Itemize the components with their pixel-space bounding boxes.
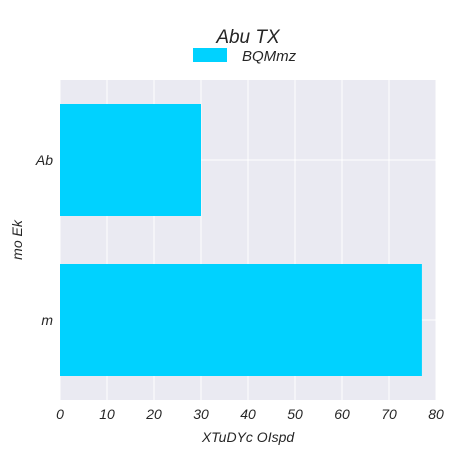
bar-Ab bbox=[60, 104, 201, 216]
legend: BQMmz bbox=[193, 48, 297, 65]
x-tick-label: 10 bbox=[99, 406, 115, 422]
legend-swatch bbox=[193, 48, 227, 62]
y-tick-label: Ab bbox=[35, 152, 53, 168]
x-tick-label: 70 bbox=[381, 406, 397, 422]
x-tick-label: 30 bbox=[193, 406, 209, 422]
x-tick-label: 20 bbox=[145, 406, 162, 422]
x-tick-label: 80 bbox=[428, 406, 444, 422]
y-tick-labels: Ab m bbox=[35, 152, 53, 328]
x-tick-label: 40 bbox=[240, 406, 256, 422]
chart-title: Abu TX bbox=[215, 27, 281, 48]
bar-m bbox=[60, 264, 422, 376]
y-axis-label: mo Ek bbox=[9, 219, 25, 260]
x-axis-label: XTuDYc OIspd bbox=[201, 429, 296, 445]
x-tick-label: 60 bbox=[334, 406, 350, 422]
legend-label: BQMmz bbox=[242, 48, 297, 65]
x-tick-label: 0 bbox=[56, 406, 64, 422]
y-tick-label: m bbox=[41, 312, 53, 328]
x-tick-label: 50 bbox=[287, 406, 303, 422]
bars bbox=[60, 104, 422, 376]
x-tick-labels: 0 10 20 30 40 50 60 70 80 bbox=[56, 406, 444, 422]
